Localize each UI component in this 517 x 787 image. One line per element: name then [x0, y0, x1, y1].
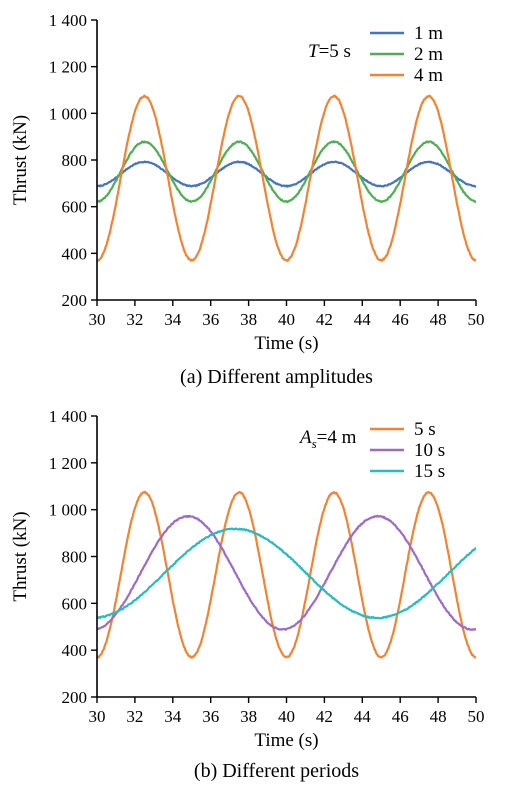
x-tick-label: 42	[316, 707, 333, 726]
x-tick-label: 32	[126, 707, 143, 726]
legend-label: 4 m	[414, 65, 443, 86]
annotation-symbol: A	[298, 427, 312, 448]
x-tick-label: 50	[468, 707, 485, 726]
x-axis-label: Time (s)	[254, 730, 318, 751]
x-tick-label: 38	[240, 707, 257, 726]
x-tick-label: 44	[354, 707, 372, 726]
series-line-1m	[96, 160, 477, 188]
x-tick-label: 38	[240, 310, 257, 329]
y-tick-label: 1 000	[49, 104, 87, 123]
x-tick-label: 46	[392, 707, 409, 726]
x-axis-label: Time (s)	[254, 333, 318, 354]
legend-label: 2 m	[414, 44, 443, 65]
annotation-value: =4 m	[317, 427, 357, 448]
y-tick-label: 1 400	[49, 407, 87, 426]
x-tick-label: 44	[354, 310, 372, 329]
y-tick-label: 800	[62, 151, 88, 170]
x-tick-label: 48	[430, 310, 447, 329]
x-tick-label: 46	[392, 310, 409, 329]
x-tick-label: 34	[164, 707, 182, 726]
x-tick-label: 40	[278, 310, 295, 329]
chart-caption: (a) Different amplitudes	[180, 366, 373, 388]
y-axis-label: Thrust (kN)	[10, 115, 31, 205]
series-line-10s	[96, 514, 477, 631]
x-tick-label: 30	[89, 707, 106, 726]
series-line-4m	[96, 94, 477, 262]
chart-panel-b: 30 32 34 36 38 40 42 44 46 48 50 200 400 600 800 1 000 1…	[10, 407, 485, 782]
series-line-2m	[96, 140, 477, 204]
y-axis-label: Thrust (kN)	[10, 511, 31, 601]
y-tick-label: 800	[62, 548, 88, 567]
x-tick-label: 50	[468, 310, 485, 329]
y-tick-label: 600	[62, 594, 88, 613]
parameter-annotation: T=5 s	[308, 41, 351, 62]
x-tick-label: 36	[202, 310, 219, 329]
x-tick-label: 30	[89, 310, 106, 329]
x-tick-label: 48	[430, 707, 447, 726]
x-tick-label: 42	[316, 310, 333, 329]
y-tick-label: 200	[62, 291, 88, 310]
series-line-15s	[96, 527, 477, 620]
chart-caption: (b) Different periods	[194, 760, 359, 782]
y-tick-label: 1 200	[49, 454, 87, 473]
y-tick-label: 600	[62, 198, 88, 217]
x-tick-label: 36	[202, 707, 219, 726]
parameter-annotation: As=4 m	[298, 427, 357, 451]
x-tick-label: 34	[164, 310, 182, 329]
y-tick-label: 400	[62, 244, 88, 263]
legend-label: 1 m	[414, 23, 443, 44]
legend-label: 5 s	[414, 419, 436, 440]
legend-label: 10 s	[414, 440, 445, 461]
series-line-5s	[96, 490, 477, 659]
annotation-value: =5 s	[319, 41, 351, 62]
x-tick-label: 40	[278, 707, 295, 726]
y-tick-label: 200	[62, 688, 88, 707]
y-tick-label: 400	[62, 641, 88, 660]
annotation-subscript: s	[312, 436, 317, 451]
chart-panel-a: 30 32 34 36 38 40 42 44 46 48 50 200 400 600 800 1 000 1…	[10, 11, 485, 388]
annotation-symbol: T	[308, 41, 320, 62]
x-tick-label: 32	[126, 310, 143, 329]
y-tick-label: 1 000	[49, 501, 87, 520]
y-tick-label: 1 400	[49, 11, 87, 30]
y-tick-label: 1 200	[49, 58, 87, 77]
legend-label: 15 s	[414, 461, 445, 482]
